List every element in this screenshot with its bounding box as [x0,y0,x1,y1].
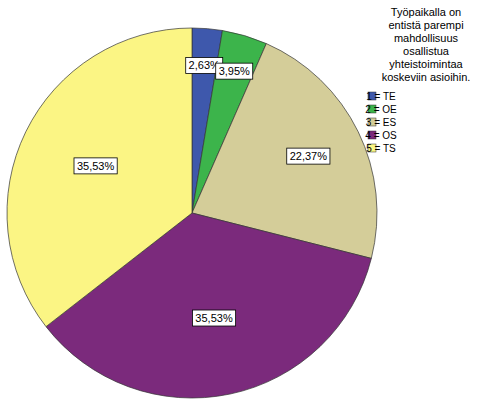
svg-text:5 = TS: 5 = TS [366,143,396,154]
svg-text:35,53%: 35,53% [195,312,233,324]
svg-text:2,63%: 2,63% [189,59,220,71]
svg-text:1 = TE: 1 = TE [366,91,396,102]
svg-text:2 = OE: 2 = OE [365,104,397,115]
svg-text:35,53%: 35,53% [77,160,115,172]
svg-text:3,95%: 3,95% [219,65,250,77]
svg-text:22,37%: 22,37% [290,150,328,162]
svg-text:4 = OS: 4 = OS [365,130,397,141]
svg-text:Työpaikalla onentistä parempim: Työpaikalla onentistä parempimahdollisuu… [382,6,471,83]
svg-text:3 = ES: 3 = ES [366,117,397,128]
